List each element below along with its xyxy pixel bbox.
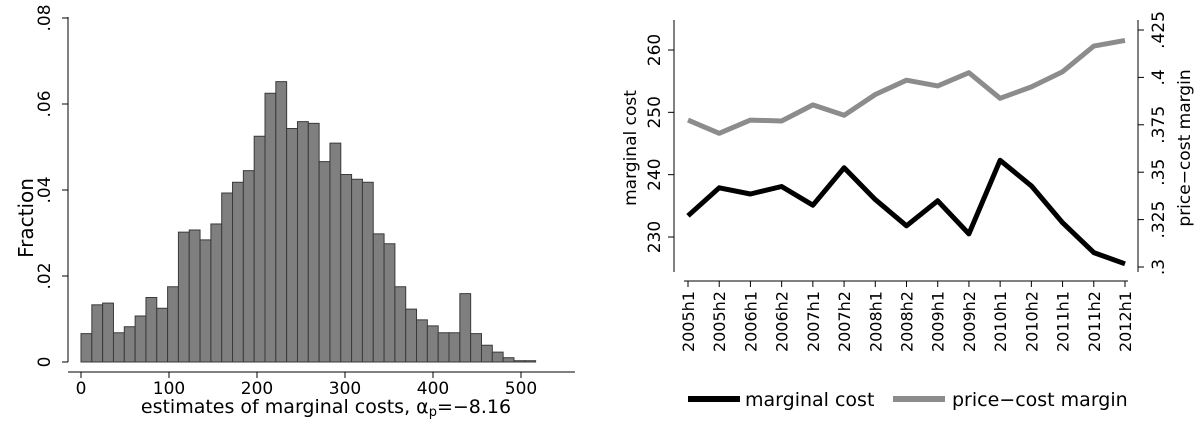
histogram-x-tick-label: 300 — [329, 379, 361, 399]
legend-marginal-cost-label: marginal cost — [745, 389, 874, 411]
histogram-bar — [340, 174, 353, 363]
line-chart-x-tick-label: 2006h2 — [773, 291, 792, 352]
histogram-bar — [351, 178, 363, 363]
histogram-chart: Fraction 0.02.04.06.08 0 100 200 300 400 500 … — [14, 4, 575, 420]
line-chart: marginal cost price−cost margin 230 240 25… — [621, 11, 1195, 411]
histogram-bar — [188, 229, 201, 363]
histogram-bar — [123, 326, 136, 363]
histogram-bar — [232, 181, 244, 363]
line-chart-x-tick-label: 2010h1 — [991, 291, 1010, 352]
histogram-bar — [199, 239, 212, 363]
histogram-y-tick-label: .04 — [35, 176, 55, 203]
histogram-bar — [296, 121, 309, 363]
line-chart-left-y-tick-label: 250 — [645, 96, 665, 128]
line-chart-right-y-tick-label: .4 — [1149, 69, 1169, 85]
histogram-y-ticks: 0 .02 .04 .06 .08 — [35, 4, 68, 367]
histogram-bar — [286, 128, 298, 363]
histogram-bar — [394, 286, 407, 363]
histogram-bar — [80, 333, 93, 363]
marginal-cost-line — [686, 157, 1126, 267]
histogram-bar — [102, 302, 114, 363]
line-chart-right-y-tick-label: .35 — [1149, 159, 1169, 186]
histogram-bar — [459, 293, 472, 363]
histogram-bar — [491, 351, 504, 363]
histogram-bar — [437, 332, 450, 363]
line-chart-x-tick-label: 2010h2 — [1022, 291, 1041, 352]
line-chart-left-y-tick-label: 230 — [645, 221, 665, 253]
histogram-bar — [264, 92, 277, 363]
legend-price-cost-margin-label: price−cost margin — [952, 389, 1128, 411]
line-chart-left-y-tick-label: 240 — [645, 158, 665, 190]
line-chart-x-tick-label: 2008h2 — [898, 291, 917, 352]
line-chart-x-tick-label: 2011h1 — [1054, 291, 1073, 352]
histogram-xlabel: estimates of marginal costs, αp=−8.16 — [141, 396, 511, 419]
histogram-bar — [448, 332, 461, 363]
histogram-bar — [307, 122, 320, 363]
line-chart-x-tick-label: 2011h2 — [1085, 291, 1104, 352]
line-chart-x-tick-label: 2007h1 — [804, 291, 823, 352]
histogram-bar — [134, 315, 147, 363]
histogram-bar — [405, 308, 418, 363]
histogram-bar — [145, 297, 158, 363]
histogram-bar — [524, 360, 537, 363]
histogram-bar — [91, 304, 104, 363]
histogram-x-tick-label: 200 — [241, 379, 273, 399]
histogram-y-tick-label: .02 — [35, 262, 55, 289]
histogram-bar — [470, 333, 482, 363]
histogram-x-tick-label: 400 — [417, 379, 449, 399]
histogram-x-tick-label: 0 — [76, 379, 87, 399]
line-chart-x-ticks: 2005h1 2005h2 2006h1 2006h2 2007h1 2007h2 2008… — [679, 281, 1135, 352]
line-chart-left-y-tick-label: 260 — [645, 34, 665, 66]
histogram-bar — [221, 192, 234, 363]
histogram-bar — [502, 357, 515, 363]
histogram-bar — [480, 344, 493, 363]
line-chart-series — [686, 37, 1126, 267]
histogram-bar — [177, 231, 190, 363]
line-chart-x-tick-label: 2007h2 — [835, 291, 854, 352]
line-chart-x-tick-label: 2006h1 — [741, 291, 760, 352]
histogram-bar — [372, 233, 385, 363]
histogram-bar — [513, 360, 526, 363]
line-chart-right-ylabel: price−cost margin — [1175, 69, 1195, 226]
line-chart-left-y-ticks: 230 240 250 260 — [645, 34, 674, 253]
histogram-bar — [253, 135, 266, 363]
histogram-bar — [426, 325, 439, 363]
line-chart-x-tick-label: 2008h1 — [866, 291, 885, 352]
histogram-bar — [275, 81, 288, 363]
line-chart-x-tick-label: 2005h1 — [679, 291, 698, 352]
histogram-bar — [210, 223, 223, 363]
line-chart-right-y-tick-label: .325 — [1149, 201, 1169, 239]
histogram-y-tick-label: .06 — [35, 90, 55, 117]
line-chart-x-tick-label: 2005h2 — [710, 291, 729, 352]
histogram-bar — [329, 142, 342, 363]
line-chart-x-tick-label: 2009h2 — [960, 291, 979, 352]
histogram-bar — [361, 181, 374, 363]
histogram-bar — [167, 286, 179, 363]
histogram-bar — [156, 307, 169, 363]
line-chart-left-ylabel: marginal cost — [621, 90, 641, 206]
legend: marginal cost price−cost margin — [688, 389, 1128, 411]
line-chart-x-tick-label: 2012h1 — [1116, 291, 1135, 352]
line-chart-right-y-tick-label: .425 — [1149, 11, 1169, 49]
histogram-x-tick-label: 500 — [505, 379, 537, 399]
histogram-bar — [383, 243, 396, 363]
histogram-bar — [242, 170, 255, 363]
histogram-x-ticks: 0 100 200 300 400 500 — [76, 372, 537, 399]
histogram-bars — [80, 81, 537, 363]
histogram-bar — [318, 161, 331, 363]
histogram-y-tick-label: 0 — [35, 357, 55, 368]
histogram-bar — [112, 332, 125, 363]
histogram-y-tick-label: .08 — [35, 4, 55, 31]
line-chart-x-tick-label: 2009h1 — [929, 291, 948, 352]
price-cost-margin-line — [687, 37, 1126, 136]
line-chart-right-y-ticks: .3 .325 .35 .375 .4 .425 — [1138, 11, 1169, 275]
histogram-ylabel: Fraction — [14, 178, 38, 258]
line-chart-right-y-tick-label: .3 — [1149, 259, 1169, 275]
histogram-bar — [416, 319, 428, 363]
line-chart-right-y-tick-label: .375 — [1149, 106, 1169, 144]
histogram-x-tick-label: 100 — [153, 379, 185, 399]
